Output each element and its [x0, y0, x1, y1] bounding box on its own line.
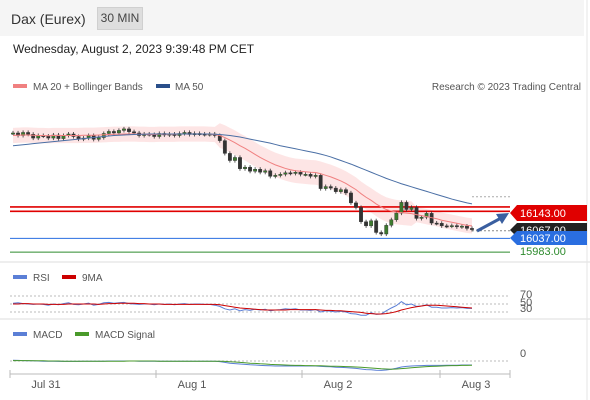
timeframe-button[interactable]: 30 MIN [97, 7, 143, 30]
rsi-ma-line [13, 302, 473, 315]
macd-legend: MACD [33, 330, 62, 341]
candle [101, 131, 106, 140]
candle [404, 200, 409, 212]
forecast-arrow [476, 215, 504, 233]
forecast-arrowhead [496, 213, 509, 224]
candle [96, 135, 101, 142]
candle [414, 205, 419, 221]
ma50-swatch [156, 84, 170, 88]
rsi-level-30: 30 [520, 303, 532, 315]
candle [444, 223, 449, 229]
candle [359, 205, 363, 224]
candle [338, 187, 343, 194]
candle [384, 223, 389, 237]
macd-swatch [13, 332, 27, 336]
candle [374, 218, 379, 235]
x-label: Jul 31 [31, 379, 60, 391]
candle [318, 173, 323, 191]
candle [243, 165, 247, 171]
candle [21, 130, 25, 138]
candle [288, 170, 293, 176]
candle [460, 224, 464, 229]
price-tag-support: 16037.00 [510, 231, 587, 245]
macd-signal-line [13, 360, 473, 370]
ma50-legend: MA 50 [175, 82, 204, 93]
candle [434, 221, 439, 226]
candle [344, 187, 348, 195]
rsi-level-70: 70 [520, 289, 532, 301]
bollinger-bands [13, 123, 472, 234]
candle [323, 184, 328, 191]
candle [354, 200, 358, 210]
candle [278, 172, 283, 178]
candle [238, 155, 242, 171]
candle [258, 167, 263, 175]
rsi-legend: RSI [33, 273, 50, 284]
macd-zero-label: 0 [520, 348, 526, 360]
candle [233, 155, 237, 163]
candle [56, 132, 61, 141]
candle [389, 217, 394, 228]
candle [424, 211, 429, 220]
candle [454, 223, 459, 229]
copyright: Research © 2023 Trading Central [432, 82, 581, 93]
candle [263, 168, 268, 175]
ma20-swatch [13, 84, 27, 88]
candle [308, 172, 313, 179]
bollinger-band-area [13, 123, 472, 234]
x-label: Aug 3 [462, 379, 491, 391]
rsi-level-50: 50 [520, 297, 532, 309]
candle [333, 186, 338, 194]
candle [283, 170, 288, 177]
timestamp: Wednesday, August 2, 2023 9:39:48 PM CET [13, 42, 255, 56]
candle [303, 172, 308, 177]
candle [313, 173, 318, 179]
svg-text:16037.00: 16037.00 [520, 233, 566, 245]
candle [409, 205, 414, 212]
candle [127, 126, 131, 134]
candle [369, 218, 374, 228]
header-bar: Dax (Eurex) 30 MIN [0, 0, 584, 36]
candle [364, 219, 368, 228]
candle [248, 165, 252, 174]
x-label: Aug 2 [324, 379, 353, 391]
candle [268, 168, 273, 179]
ma20-legend: MA 20 + Bollinger Bands [33, 82, 143, 93]
candlesticks [11, 126, 474, 237]
candle [222, 138, 227, 156]
candle [11, 130, 15, 136]
ma50-line [12, 133, 473, 205]
candle [328, 184, 333, 191]
rsi-ma-legend: 9MA [82, 273, 103, 284]
candle [122, 126, 126, 133]
rsi-panel [10, 295, 510, 316]
price-tag-resistance: 16143.00 [510, 205, 587, 221]
price-label-support-2: 15983.00 [520, 246, 566, 258]
svg-text:16143.00: 16143.00 [520, 208, 566, 220]
candle [51, 132, 56, 141]
candle [187, 130, 192, 137]
macd-signal-swatch [75, 332, 89, 336]
instrument-title: Dax (Eurex) [11, 11, 86, 27]
candle [349, 190, 353, 205]
rsi-swatch [13, 275, 27, 279]
macd-signal-legend: MACD Signal [95, 330, 155, 341]
macd-panel [10, 359, 510, 371]
moving-averages [12, 133, 473, 227]
candle [253, 167, 258, 174]
candle [379, 230, 384, 237]
candle [394, 211, 399, 222]
candle [227, 151, 232, 163]
x-axis-labels: Jul 31 Aug 1 Aug 2 Aug 3 [9, 370, 511, 391]
candle [157, 131, 162, 139]
candle [449, 223, 454, 229]
rsi-ma-swatch [62, 275, 76, 279]
candle [439, 221, 444, 228]
candle [273, 173, 278, 179]
candle [31, 132, 36, 141]
candle [470, 226, 474, 232]
x-label: Aug 1 [178, 379, 207, 391]
ma20-line [12, 133, 473, 227]
